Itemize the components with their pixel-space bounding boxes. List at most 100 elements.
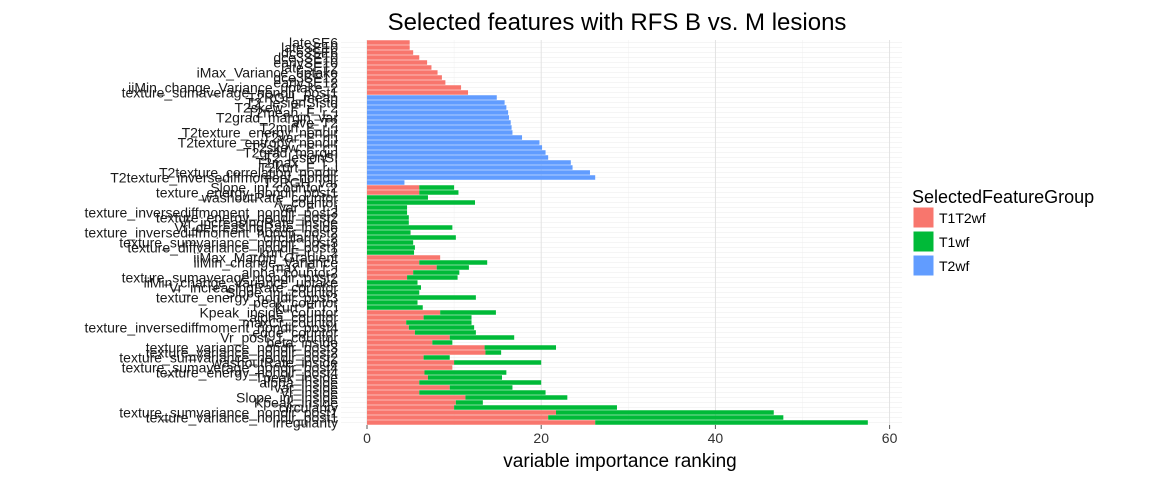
- y-tick-label: lateSE6: [289, 35, 338, 51]
- bar-T1wf: [419, 190, 459, 195]
- legend-label-T1T2wf: T1T2wf: [939, 210, 986, 226]
- y-tick-label: texture_sumaverage_nondir_post1: [122, 85, 339, 101]
- bar-T1wf: [367, 305, 423, 310]
- y-tick-label: T2_lesionSI: [264, 150, 338, 166]
- y-tick-label: Kpeak_inside: [254, 395, 338, 411]
- y-tick-label: washoutRate_inside: [211, 355, 338, 371]
- y-tick-label: texture_inversediffmoment_nondir_post3: [85, 205, 339, 221]
- y-tick-label: irregularity: [273, 415, 338, 431]
- bar-T1wf: [424, 370, 507, 375]
- y-tick-label: max_F_r_i: [272, 260, 338, 276]
- bar-T1T2wf: [367, 45, 410, 50]
- bar-T1T2wf: [367, 55, 420, 60]
- y-tick-label: texture_sumaverage_nondir_post4: [122, 360, 339, 376]
- bar-T1wf: [367, 280, 418, 285]
- bar-T1T2wf: [367, 360, 455, 365]
- y-tick-label: iiMin_change_Variance_uptake_2: [128, 80, 338, 96]
- bar-T2wf: [367, 120, 511, 125]
- y-tick-label: T2_lesionSIstd: [245, 95, 338, 111]
- bar-T1T2wf: [367, 265, 437, 270]
- bar-T1wf: [367, 245, 415, 250]
- bar-T2wf: [367, 125, 512, 130]
- bar-T1wf: [484, 345, 557, 350]
- x-tick-label: 0: [363, 430, 371, 446]
- bar-T1T2wf: [367, 330, 415, 335]
- y-tick-label: texture_variance_nondir_post3: [146, 340, 338, 356]
- bar-T1wf: [454, 360, 542, 365]
- y-tick-label: circularity: [279, 400, 338, 416]
- y-tick-label: alpha_countor2: [241, 265, 338, 281]
- y-tick-label: T2RGH_var: [263, 175, 338, 191]
- chart-title: Selected features with RFS B vs. M lesio…: [388, 9, 847, 36]
- y-tick-label: dce3SE10: [273, 50, 338, 66]
- bar-T1wf: [367, 290, 420, 295]
- bar-T1T2wf: [367, 260, 420, 265]
- bar-T2wf: [367, 165, 573, 170]
- bar-T1T2wf: [367, 40, 410, 45]
- bar-T1T2wf: [367, 385, 450, 390]
- bar-T1wf: [413, 270, 460, 275]
- bar-T1wf: [427, 375, 503, 380]
- y-tick-label: texture_inversediffmoment_nondir_post4: [85, 320, 339, 336]
- y-tick-label: texture_energy_nondir_post2: [156, 210, 338, 226]
- y-tick-label: kurt_F_r_i: [275, 300, 338, 316]
- bar-T2wf: [367, 180, 405, 185]
- x-axis-title: variable importance ranking: [503, 451, 736, 472]
- bar-T1T2wf: [367, 185, 420, 190]
- bar-T1T2wf: [367, 350, 486, 355]
- y-tick-label: T2texture_energy_nondir: [182, 125, 339, 141]
- y-tick-label: ave_T2: [291, 115, 338, 131]
- y-tick-label: beta_inside: [266, 335, 338, 351]
- bar-T1wf: [485, 350, 502, 355]
- bar-T1wf: [367, 210, 408, 215]
- y-tick-label: var_F_r_i: [279, 200, 338, 216]
- bar-T2wf: [367, 110, 509, 115]
- y-tick-label: Vr_post_1_countor: [220, 330, 338, 346]
- bar-T1wf: [419, 260, 488, 265]
- bar-T1T2wf: [367, 50, 414, 55]
- y-tick-label: washoutRate_countor: [201, 190, 339, 206]
- bar-T1T2wf: [367, 365, 453, 370]
- bar-T1wf: [449, 335, 515, 340]
- bar-T1T2wf: [367, 270, 414, 275]
- bar-T1wf: [465, 395, 568, 400]
- bar-T2wf: [367, 135, 523, 140]
- y-tick-label: texture_variance_nondir_post2: [146, 345, 338, 361]
- bar-T1wf: [367, 285, 422, 290]
- bar-T2wf: [367, 145, 543, 150]
- bar-T1wf: [414, 330, 476, 335]
- bar-T1T2wf: [367, 405, 455, 410]
- y-tick-label: circularity_2: [263, 230, 338, 246]
- y-tick-label: iiMin_change_Variance_uptake: [144, 275, 339, 291]
- bar-T1wf: [367, 200, 476, 205]
- y-tick-label: texture_energy_nondir_post4: [156, 365, 338, 381]
- bar-T1T2wf: [367, 420, 596, 425]
- bar-T1wf: [367, 235, 456, 240]
- y-tick-label: texture_sumvariance_nondir_post1: [119, 405, 338, 421]
- bar-T1wf: [367, 295, 476, 300]
- bar-T2wf: [367, 115, 509, 120]
- bar-T1T2wf: [367, 370, 425, 375]
- bar-T1wf: [455, 400, 483, 405]
- y-tick-label: T2texture_correlation_nondir: [159, 165, 338, 181]
- bar-T1T2wf: [367, 310, 441, 315]
- bar-T2wf: [367, 130, 513, 135]
- bar-T1wf: [595, 420, 868, 425]
- bar-T1T2wf: [367, 325, 409, 330]
- bar-T1wf: [367, 215, 409, 220]
- bar-T2wf: [367, 100, 505, 105]
- y-tick-label: lateSE12: [281, 60, 338, 76]
- y-tick-label: texture_energy_nondir_post3: [156, 290, 338, 306]
- x-tick-labels: 0 20 40 60: [363, 425, 898, 446]
- bar-T1wf: [367, 195, 428, 200]
- bars: [367, 40, 868, 425]
- bar-T1wf: [432, 340, 453, 345]
- legend: T1T2wf T1wf T2wf: [912, 206, 986, 277]
- y-tick-label: texture_sumaverage_nondir_post2: [122, 270, 339, 286]
- bar-T2wf: [367, 160, 571, 165]
- y-tick-label: earlySE10: [273, 55, 338, 71]
- y-tick-label: T2max_F_r_i: [256, 155, 338, 171]
- bar-T1T2wf: [367, 380, 420, 385]
- bar-T1wf: [423, 315, 472, 320]
- y-tick-label: alpha_inside: [259, 375, 338, 391]
